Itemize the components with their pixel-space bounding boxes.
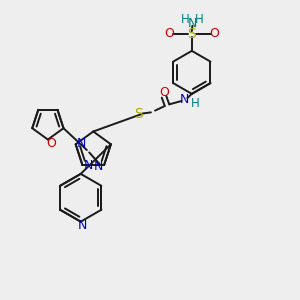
Text: O: O: [159, 85, 169, 99]
Text: O: O: [46, 136, 56, 150]
Text: H: H: [195, 13, 204, 26]
Text: S: S: [134, 107, 143, 121]
Text: H: H: [181, 13, 190, 26]
Text: N: N: [77, 137, 86, 150]
Text: N: N: [84, 159, 93, 172]
Text: O: O: [209, 27, 219, 40]
Text: S: S: [188, 26, 196, 40]
Text: N: N: [94, 160, 103, 173]
Text: O: O: [164, 27, 174, 40]
Text: H: H: [191, 97, 200, 110]
Text: N: N: [188, 17, 197, 30]
Text: N: N: [78, 219, 87, 232]
Text: N: N: [180, 93, 189, 106]
